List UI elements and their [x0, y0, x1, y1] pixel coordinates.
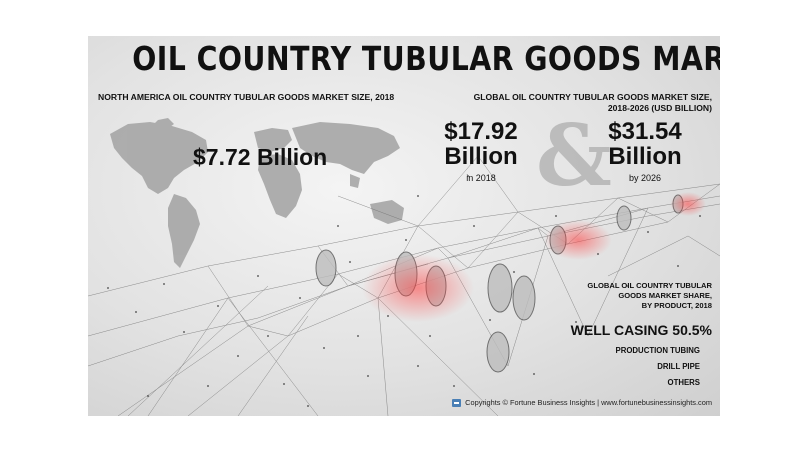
- copyright-text: Copyrights © Fortune Business Insights |…: [465, 398, 712, 407]
- world-map-icon: [110, 118, 404, 268]
- north-america-heading: NORTH AMERICA OIL COUNTRY TUBULAR GOODS …: [98, 92, 395, 102]
- red-glow-highlights: [362, 192, 706, 322]
- share-item-others: OTHERS: [667, 378, 701, 387]
- global-heading: GLOBAL OIL COUNTRY TUBULAR GOODS MARKET …: [412, 92, 712, 114]
- background-art: [88, 118, 720, 416]
- page-title: OIL COUNTRY TUBULAR GOODS MARKET: [132, 39, 720, 78]
- north-america-value: $7.72 Billion: [193, 144, 328, 170]
- global-heading-line2: 2018-2026 (USD BILLION): [607, 103, 712, 113]
- share-heading: GLOBAL OIL COUNTRY TUBULAR GOODS MARKET …: [562, 281, 712, 311]
- share-item-drill-pipe: DRILL PIPE: [657, 362, 700, 371]
- fortune-logo-icon: [452, 398, 462, 407]
- share-leader: WELL CASING 50.5%: [570, 322, 712, 338]
- value-2026: $31.54: [608, 118, 682, 145]
- copyright-footer: Copyrights © Fortune Business Insights |…: [452, 398, 712, 407]
- share-item-production-tubing: PRODUCTION TUBING: [615, 346, 700, 355]
- ampersand: &: [536, 106, 612, 205]
- global-value-2026: $31.54 Billion by 2026: [585, 119, 705, 183]
- infographic-card: OIL COUNTRY TUBULAR GOODS MARKET NORTH A…: [88, 36, 720, 416]
- particle-dots: [107, 175, 701, 407]
- network-lines: [88, 155, 720, 416]
- unit-2018: Billion: [444, 143, 518, 170]
- share-heading-line3: BY PRODUCT, 2018: [641, 301, 712, 310]
- share-heading-line1: GLOBAL OIL COUNTRY TUBULAR: [587, 281, 712, 290]
- label-2018: in 2018: [466, 173, 496, 183]
- global-value-2018: $17.92 Billion in 2018: [421, 119, 541, 183]
- value-2018: $17.92: [444, 118, 518, 145]
- share-heading-line2: GOODS MARKET SHARE,: [618, 291, 712, 300]
- unit-2026: Billion: [608, 143, 682, 170]
- label-2026: by 2026: [628, 173, 662, 183]
- global-heading-line1: GLOBAL OIL COUNTRY TUBULAR GOODS MARKET …: [473, 92, 712, 102]
